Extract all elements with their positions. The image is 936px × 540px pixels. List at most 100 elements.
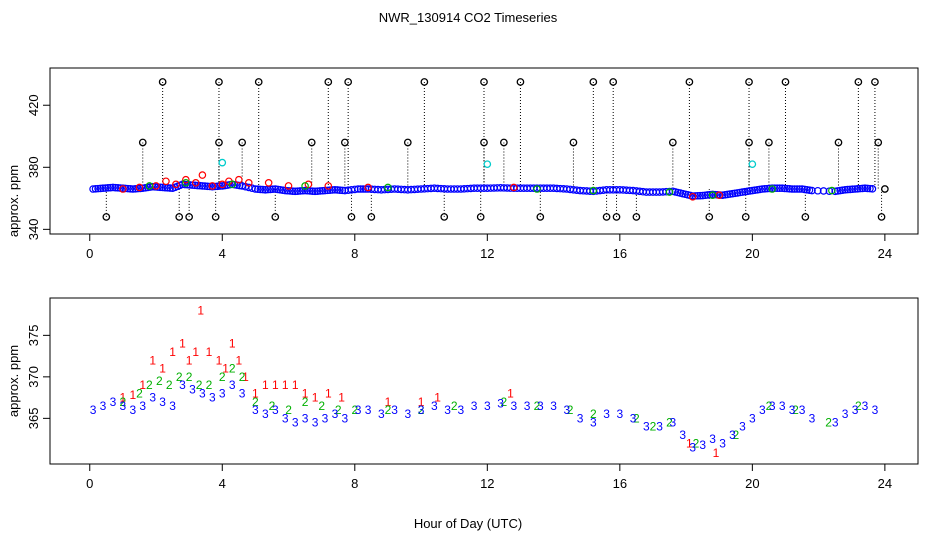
series-1-point: 1 (229, 337, 236, 351)
series-1-point: 1 (216, 353, 223, 367)
raw-point (801, 213, 810, 221)
series-3-point: 3 (862, 399, 869, 413)
raw-point (307, 138, 316, 147)
series-1-point (235, 175, 243, 184)
series-1-point: 1 (302, 386, 309, 400)
raw-point (347, 213, 356, 221)
series-3-point: 3 (643, 420, 650, 434)
series-2-point: 2 (196, 378, 203, 392)
series-1-point (688, 192, 697, 201)
raw-point (602, 213, 611, 221)
top-x-tick-label: 16 (613, 246, 627, 261)
series-1-point: 1 (169, 345, 176, 359)
top-panel: approx. ppm 0 4 8 12 16 20 24 340 380 420 (6, 67, 919, 261)
series-3-point (183, 180, 192, 189)
series-3-point (148, 182, 157, 191)
series-3-point (308, 187, 317, 195)
series-2-point: 2 (166, 378, 173, 392)
series-2-point: 2 (136, 386, 143, 400)
series-1-point: 1 (252, 386, 259, 400)
raw-point (685, 78, 694, 86)
series-2-point (768, 185, 777, 193)
series-3-point (866, 184, 874, 193)
series-1-point (182, 175, 190, 184)
raw-point (215, 138, 223, 147)
top-y-tick-label: 340 (26, 218, 41, 240)
series-3-point (291, 187, 299, 196)
series-3-point: 3 (563, 403, 570, 417)
top-y-axis-label: approx. ppm (6, 165, 21, 237)
series-1-point: 1 (282, 378, 289, 392)
series-2-point: 2 (239, 370, 246, 384)
series-2-point (301, 182, 309, 190)
raw-point (705, 213, 714, 221)
raw-point (569, 138, 578, 147)
series-2-point: 2 (252, 395, 259, 409)
raw-point (215, 78, 223, 86)
bottom-x-tick-label: 4 (219, 476, 226, 491)
series-3-point (790, 185, 799, 193)
raw-point (254, 78, 263, 86)
series-3-point (336, 186, 344, 194)
bottom-x-tick-label: 0 (86, 476, 93, 491)
series-3-point: 3 (809, 411, 816, 425)
series-3-point: 3 (444, 403, 451, 417)
series-3-point: 3 (872, 403, 879, 417)
series-2-point: 2 (206, 378, 213, 392)
raw-point (854, 78, 863, 86)
series-3-point: 3 (699, 438, 706, 452)
series-3-point: 3 (262, 407, 269, 421)
series-3-point: 3 (709, 432, 716, 446)
bottom-plot-frame (49, 297, 919, 465)
series-1-point (198, 171, 207, 179)
series-3-point: 3 (418, 403, 425, 417)
series-1-point (324, 182, 333, 190)
series-3-point (109, 183, 117, 192)
bottom-y-ticks: 365 370 375 (26, 324, 50, 429)
flagged-point (218, 158, 227, 167)
raw-point (138, 138, 147, 147)
series-3-point: 3 (759, 403, 766, 417)
top-plot-frame (49, 67, 919, 235)
series-2-point: 2 (146, 378, 153, 392)
series-3-point: 3 (391, 403, 398, 417)
series-3-point: 3 (729, 428, 736, 442)
series-3-point (848, 185, 857, 194)
series-3-point (126, 185, 135, 193)
bottom-y-tick-label: 365 (26, 407, 41, 429)
raw-point (745, 78, 753, 86)
series-2-point (384, 183, 392, 192)
series-3-point (780, 184, 789, 193)
series-1-point: 1 (222, 362, 229, 376)
series-3-point (106, 183, 115, 192)
series-1-point: 1 (338, 391, 345, 405)
series-3-point: 3 (679, 428, 686, 442)
series-3-point (856, 184, 864, 193)
raw-point (480, 78, 488, 86)
series-3-point (863, 184, 872, 193)
top-x-tick-label: 0 (86, 246, 93, 261)
raw-point (745, 138, 753, 147)
series-3-point: 3 (199, 386, 206, 400)
series-1-point: 1 (235, 353, 242, 367)
series-3-point (156, 183, 164, 192)
series-3-point: 3 (100, 399, 107, 413)
raw-point (871, 78, 879, 86)
x-axis-label: Hour of Day (UTC) (414, 516, 522, 531)
series-3-point: 3 (129, 403, 136, 417)
series-3-point (133, 184, 142, 193)
series-3-point: 3 (484, 399, 491, 413)
series-1-point (172, 180, 180, 189)
series-1-point: 1 (713, 446, 720, 460)
raw-point (211, 213, 220, 221)
series-3-point (851, 185, 859, 193)
raw-point (341, 138, 349, 147)
raw-point (589, 78, 598, 86)
series-3-point (318, 186, 327, 195)
series-2-point (708, 191, 717, 200)
series-3-point: 3 (90, 403, 97, 417)
series-3-point (136, 184, 145, 193)
series-3-point (846, 185, 854, 194)
series-3-point (124, 184, 132, 193)
top-x-tick-label: 12 (480, 246, 494, 261)
